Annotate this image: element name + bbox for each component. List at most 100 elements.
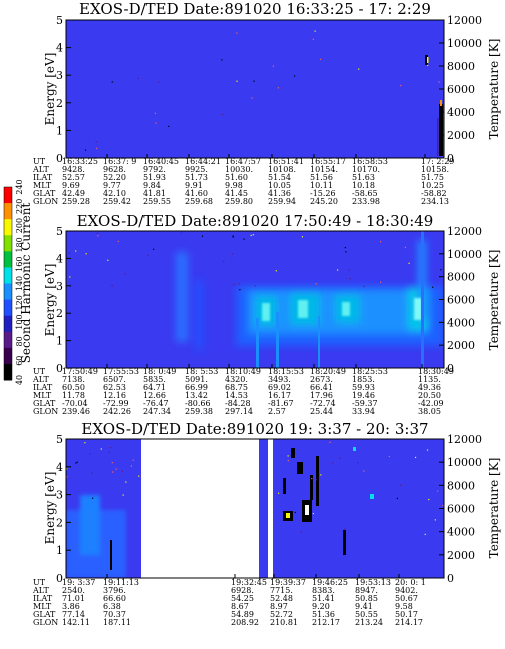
- noise-dot: [232, 235, 234, 237]
- orbit-value: 51.75: [421, 173, 444, 182]
- noise-dot: [238, 283, 240, 285]
- orbit-value: 247.34: [143, 407, 171, 416]
- noise-dot: [434, 519, 436, 521]
- noise-dot: [117, 240, 119, 243]
- noise-dot: [108, 451, 110, 454]
- orbit-value: 242.26: [103, 407, 131, 416]
- panel-1-burst-spot-2: [427, 57, 429, 63]
- orbit-value: 59.93: [352, 383, 375, 392]
- panel-2-right-ticks: 0 2000 4000 6000 8000 10000 12000: [439, 225, 482, 375]
- y2-tick-label: 0: [447, 362, 454, 375]
- noise-dot: [233, 283, 236, 286]
- orbit-value: 297.14: [225, 407, 253, 416]
- orbit-value: 51.36: [312, 610, 335, 619]
- colorbar-swatch: [4, 299, 12, 317]
- orbit-value: 62.53: [103, 383, 126, 392]
- orbit-row-label: ILAT: [33, 594, 53, 603]
- panel-1-y2label: Temperature [K]: [487, 39, 501, 140]
- noise-dot: [251, 97, 253, 99]
- orbit-value: 9.69: [62, 181, 80, 190]
- y2-tick-label: 4000: [447, 106, 475, 119]
- noise-dot: [84, 442, 86, 444]
- noise-dot: [357, 461, 359, 464]
- noise-dot: [337, 269, 339, 271]
- panel-1-right-ticks: 0 2000 4000 6000 8000 10000 12000: [439, 14, 482, 165]
- orbit-value: 234.13: [421, 197, 449, 206]
- noise-dot: [275, 270, 277, 272]
- orbit-value: 9628.: [103, 165, 126, 174]
- orbit-value: 66.60: [103, 594, 126, 603]
- colorbar-tick: 120: [15, 295, 24, 310]
- panel-1-features: [84, 30, 443, 156]
- orbit-value: 9.77: [103, 181, 121, 190]
- noise-dot: [153, 248, 155, 250]
- orbit-value: 14.53: [225, 391, 248, 400]
- orbit-value: 16.17: [268, 391, 291, 400]
- y2-tick-label: 0: [447, 152, 454, 165]
- orbit-value: 38.05: [418, 407, 441, 416]
- y2-tick-label: 10000: [447, 456, 482, 469]
- orbit-value: 259.28: [62, 197, 90, 206]
- orbit-value: -70.04: [62, 399, 88, 408]
- colorbar-tick: 100: [15, 314, 24, 329]
- y2-tick-label: 2000: [447, 339, 475, 352]
- orbit-row-label: MLT: [33, 391, 52, 400]
- orbit-value: 6507.: [103, 375, 126, 384]
- y2-tick-label: 10000: [447, 248, 482, 261]
- orbit-value: 64.71: [143, 383, 166, 392]
- panel-1-burst-line-2: [437, 118, 439, 156]
- colorbar-swatch: [4, 283, 12, 301]
- noise-dot: [66, 468, 68, 470]
- noise-dot: [69, 276, 71, 278]
- noise-dot: [124, 273, 126, 275]
- orbit-value: 2673.: [310, 375, 333, 384]
- noise-dot: [158, 81, 160, 83]
- panel-3-right-ticks: 0 2000 4000 6000 8000 10000 12000: [439, 433, 482, 585]
- orbit-value: 41.60: [185, 189, 208, 198]
- orbit-row-label: GLON: [33, 618, 58, 627]
- y-tick-label: 4: [56, 252, 63, 265]
- orbit-value: 9402.: [395, 586, 418, 595]
- y2-tick-label: 2000: [447, 129, 475, 142]
- orbit-value: -58.65: [352, 189, 378, 198]
- colorbar-swatch: [4, 267, 12, 284]
- y-tick-label: 2: [56, 516, 63, 529]
- y2-tick-label: 12000: [447, 225, 482, 238]
- panel-2-ylabel: Energy [eV]: [43, 264, 57, 337]
- noise-dot: [122, 494, 124, 496]
- orbit-value: 245.20: [310, 197, 338, 206]
- orbit-value: 9.84: [143, 181, 161, 190]
- noise-dot: [155, 122, 157, 124]
- noise-dot: [344, 247, 346, 249]
- orbit-value: 259.55: [143, 197, 171, 206]
- colorbar-swatch: [4, 331, 12, 349]
- orbit-value: 19.46: [352, 391, 375, 400]
- noise-dot: [125, 481, 127, 483]
- noise-dot: [272, 65, 274, 67]
- orbit-value: 20.50: [418, 391, 441, 400]
- noise-dot: [232, 253, 234, 255]
- orbit-value: 16:40:45: [143, 157, 179, 166]
- orbit-value: 10.18: [352, 181, 375, 190]
- noise-dot: [314, 30, 316, 32]
- orbit-value: 68.75: [225, 383, 248, 392]
- noise-dot: [363, 470, 365, 472]
- orbit-value: -81.67: [268, 399, 294, 408]
- orbit-value: 142.11: [62, 618, 90, 627]
- orbit-value: 54.25: [231, 594, 254, 603]
- y-tick-label: 1: [56, 335, 63, 348]
- noise-dot: [320, 474, 322, 476]
- orbit-value: 20: 0: 1: [395, 578, 426, 587]
- noise-dot: [221, 113, 224, 116]
- noise-dot: [426, 449, 429, 451]
- colorbar-swatch: [4, 187, 12, 204]
- noise-dot: [121, 470, 123, 472]
- noise-dot: [96, 232, 99, 234]
- panel-2-plasma-core: [262, 298, 422, 321]
- noise-dot: [331, 462, 334, 464]
- panel-3-ylabel: Energy [eV]: [43, 472, 57, 545]
- orbit-value: 17: 2:29: [421, 157, 454, 166]
- orbit-value: -72.74: [310, 399, 336, 408]
- orbit-value: 259.38: [185, 407, 213, 416]
- noise-dot: [399, 484, 402, 486]
